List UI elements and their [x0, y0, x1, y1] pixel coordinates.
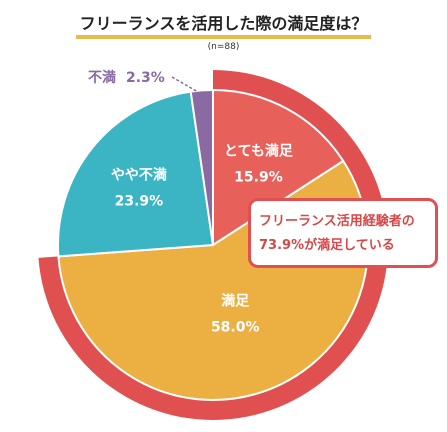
label-somewhat-dissatisfied-value: 23.9%	[115, 194, 164, 210]
label-somewhat-dissatisfied-name: やや不満	[111, 167, 167, 184]
label-dissatisfied-name: 不満	[88, 69, 116, 86]
callout-box: フリーランス活用経験者の 73.9%が満足している	[248, 198, 438, 268]
label-satisfied-value: 58.0%	[211, 319, 260, 335]
label-satisfied-name: 満足	[221, 292, 250, 309]
leader-line-dissatisfied	[171, 76, 203, 96]
chart-subtitle: (n=88)	[207, 42, 240, 52]
chart-title-wrap: フリーランスを活用した際の満足度は？	[0, 14, 447, 39]
label-dissatisfied-value: 2.3%	[126, 70, 165, 86]
callout-line-2: 73.9%が満足している	[259, 238, 395, 253]
slice-dissatisfied	[189, 88, 214, 246]
label-very-satisfied-name: とても満足	[224, 143, 294, 160]
label-very-satisfied-value: 15.9%	[234, 170, 283, 186]
callout-line-1: フリーランス活用経験者の	[259, 214, 415, 229]
chart-title: フリーランスを活用した際の満足度は？	[75, 14, 372, 39]
slice-very-satisfied	[212, 88, 345, 247]
slice-somewhat-dissatisfied	[57, 90, 215, 258]
